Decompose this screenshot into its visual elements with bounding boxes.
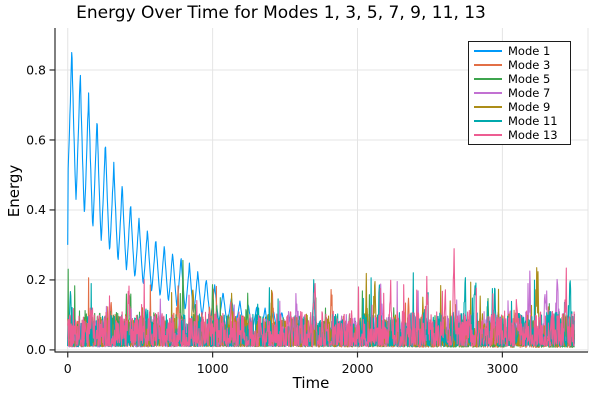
x-tick-label: 2000 (342, 361, 374, 376)
y-tick-label: 0.0 (26, 342, 46, 357)
x-tick-label: 3000 (486, 361, 518, 376)
y-tick-label: 0.2 (26, 272, 46, 287)
legend-item: Mode 13 (469, 128, 570, 142)
y-tick-label: 0.6 (26, 132, 46, 147)
legend-line-sample (474, 64, 502, 66)
legend-item: Mode 5 (469, 72, 570, 86)
x-axis-label: Time (292, 374, 330, 392)
y-tick-label: 0.8 (26, 62, 46, 77)
legend-line-sample (474, 50, 502, 52)
y-axis-label: Energy (5, 164, 23, 218)
legend: Mode 1 Mode 3 Mode 5 Mode 7 Mode 9 Mode 11 Mod… (468, 41, 571, 145)
legend-line-sample (474, 92, 502, 94)
legend-label: Mode 7 (508, 85, 551, 100)
chart-title: Energy Over Time for Modes 1, 3, 5, 7, 9… (76, 3, 486, 23)
x-tick-label: 0 (64, 361, 72, 376)
legend-label: Mode 9 (508, 99, 551, 114)
legend-label: Mode 3 (508, 57, 551, 72)
legend-line-sample (474, 106, 502, 108)
legend-line-sample (474, 134, 502, 136)
legend-label: Mode 11 (508, 113, 558, 128)
legend-item: Mode 9 (469, 100, 570, 114)
legend-item: Mode 11 (469, 114, 570, 128)
series-line-mode-13 (67, 248, 576, 347)
legend-label: Mode 5 (508, 71, 551, 86)
legend-item: Mode 7 (469, 86, 570, 100)
x-tick-label: 1000 (197, 361, 229, 376)
y-tick-label: 0.4 (26, 202, 46, 217)
legend-label: Mode 13 (508, 127, 558, 142)
legend-label: Mode 1 (508, 43, 551, 58)
legend-item: Mode 3 (469, 58, 570, 72)
legend-item: Mode 1 (469, 44, 570, 58)
legend-line-sample (474, 78, 502, 80)
legend-line-sample (474, 120, 502, 122)
